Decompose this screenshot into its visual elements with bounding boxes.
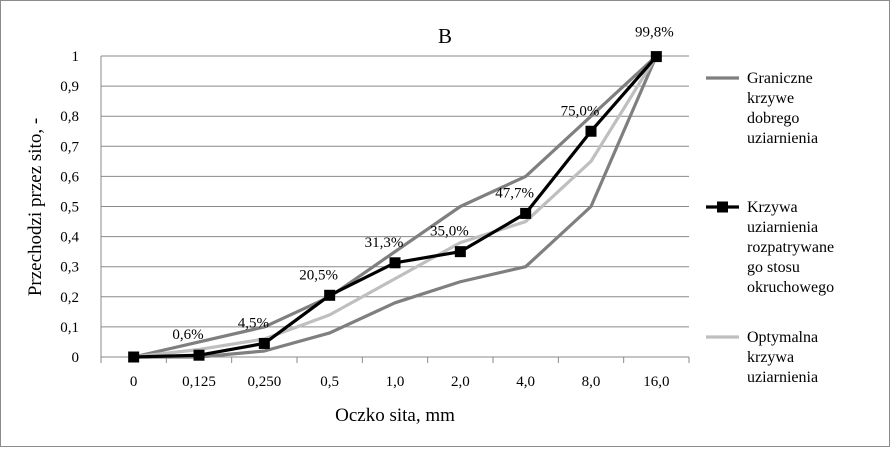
data-point-marker [128, 351, 140, 363]
legend-label: uziarnienia [747, 369, 818, 386]
legend-label: dobrego [747, 110, 799, 127]
data-label: 99,8% [635, 25, 674, 41]
data-point-marker [193, 349, 205, 361]
legend-label: Optymalna [747, 329, 818, 346]
data-label: 0,6% [172, 327, 203, 343]
y-tick-label: 0,3 [60, 260, 79, 276]
legend: Graniczne krzywe dobrego uziarnienia Krzywa u… [706, 70, 834, 386]
data-point-marker [258, 337, 270, 349]
data-label: 4,5% [238, 315, 269, 331]
legend-label: Graniczne [747, 70, 813, 87]
y-tick-label: 0,2 [60, 290, 79, 306]
gridlines [101, 55, 689, 358]
legend-label: okruchowego [747, 279, 834, 296]
x-tick-label: 16,0 [643, 374, 669, 390]
data-label: 20,5% [299, 267, 338, 283]
data-labels: 0,6% 4,5% 20,5% 31,3% 35,0% 47,7% 75,0% 99,8% [172, 25, 673, 344]
y-tick-label: 0,1 [60, 320, 79, 336]
series-line-1 [133, 55, 658, 359]
x-tick-label: 0,5 [320, 374, 339, 390]
y-axis-label: Przechodzi przez sito, - [25, 118, 46, 296]
data-point-marker [650, 51, 662, 63]
legend-label: Krzywa [747, 199, 798, 216]
y-tick-label: 1 [72, 49, 80, 65]
data-label: 31,3% [365, 235, 404, 251]
chart-title: B [438, 24, 452, 48]
axes [100, 56, 690, 363]
x-tick-label: 2,0 [451, 374, 470, 390]
data-point-marker [520, 207, 532, 219]
y-tick-label: 0,9 [60, 79, 79, 95]
data-point-marker [324, 289, 336, 301]
y-tick-label: 0,6 [60, 169, 79, 185]
data-point-marker [454, 246, 466, 258]
data-label: 47,7% [495, 185, 534, 201]
x-axis-label: Oczko sita, mm [335, 405, 455, 426]
data-point-marker [389, 257, 401, 269]
series-line-0 [133, 54, 658, 359]
legend-label: uziarnienia [747, 130, 818, 147]
y-tick-label: 0,7 [60, 139, 79, 155]
data-point-marker [585, 125, 597, 137]
legend-label: uziarnienia [747, 219, 818, 236]
x-tick-label: 1,0 [386, 374, 405, 390]
y-tick-label: 0,8 [60, 109, 79, 125]
legend-label: go stosu [747, 259, 800, 276]
data-label: 35,0% [430, 224, 469, 240]
legend-label: krzywe [747, 90, 794, 107]
x-tick-label: 4,0 [516, 374, 535, 390]
y-tick-label: 0,4 [60, 230, 79, 246]
x-tick-label: 8,0 [582, 374, 601, 390]
legend-label: krzywa [747, 349, 794, 366]
x-tick-label: 0,125 [182, 374, 216, 390]
y-tick-label: 0,5 [60, 200, 79, 216]
y-tick-label: 0 [72, 350, 80, 366]
series-group [128, 51, 662, 363]
x-tick-label: 0,250 [247, 374, 281, 390]
x-tick-labels: 0 0,125 0,250 0,5 1,0 2,0 4,0 8,0 16,0 [130, 374, 670, 390]
x-tick-label: 0 [130, 374, 138, 390]
data-label: 75,0% [561, 103, 600, 119]
y-tick-labels: 0 0,1 0,2 0,3 0,4 0,5 0,6 0,7 0,8 0,9 1 [60, 49, 79, 366]
legend-marker [717, 201, 728, 213]
series-line-3 [133, 55, 658, 359]
legend-label: rozpatrywane [747, 239, 834, 256]
